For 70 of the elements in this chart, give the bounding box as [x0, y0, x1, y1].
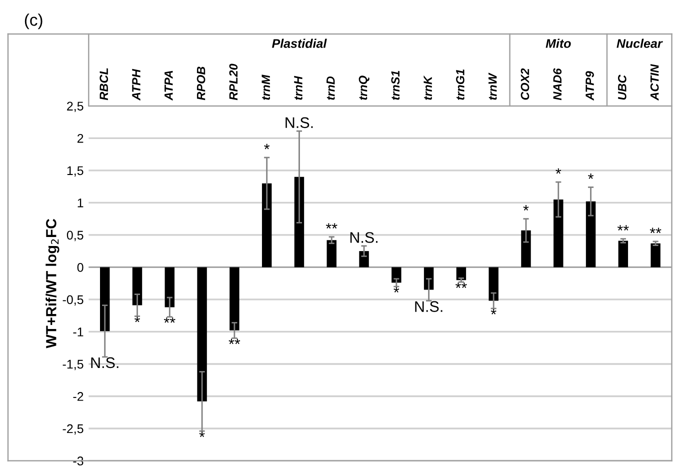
x-tick-label: trnW	[488, 72, 497, 100]
annotation: *	[264, 144, 270, 150]
y-tick-label: 0	[77, 263, 84, 272]
bar	[132, 267, 142, 306]
annotation: *	[490, 309, 496, 314]
bar	[618, 240, 628, 268]
annotation: N.S.	[286, 117, 313, 128]
y-tick-label: -1	[73, 328, 84, 336]
bar	[359, 251, 369, 268]
bar	[326, 240, 336, 268]
x-tick-label: COX2	[520, 68, 530, 100]
y-tick-label: 0,5	[66, 230, 84, 242]
bar	[100, 267, 110, 332]
x-tick-label: NAD6	[553, 68, 562, 100]
annotation: **	[228, 338, 240, 344]
y-tick-label: -1,5	[62, 360, 84, 370]
bar	[294, 176, 304, 268]
annotation: N.S.	[91, 357, 118, 368]
x-tick-label: ATPH	[132, 68, 140, 101]
annotation: **	[650, 228, 662, 234]
x-tick-label: trnQ	[358, 76, 370, 100]
annotation: **	[456, 282, 467, 288]
annotation: *	[394, 287, 400, 292]
y-tick-label: 2,5	[67, 102, 84, 112]
x-tick-label: trnK	[424, 75, 432, 100]
y-tick-label: 2	[77, 134, 84, 143]
annotation: N.S.	[350, 232, 378, 243]
bar	[650, 243, 660, 268]
y-tick-label: -0,5	[62, 295, 84, 306]
x-tick-label: trnH	[294, 76, 302, 100]
bar	[392, 267, 402, 283]
y-axis-title: WT+Rif/WT log$_{2}$FC	[46, 218, 60, 348]
x-tick-label: UBC	[618, 74, 626, 100]
annotation: **	[326, 223, 338, 229]
annotation: *	[199, 432, 205, 437]
y-tick-label: -3	[73, 456, 84, 466]
x-tick-label: RPL20	[229, 64, 238, 100]
x-tick-label: trnD	[326, 76, 335, 100]
bar	[586, 201, 596, 268]
y-tick-label: 1	[78, 198, 84, 208]
x-tick-label: trnS1	[391, 70, 400, 100]
annotation: N.S.	[415, 301, 442, 312]
x-tick-label: ACTIN	[650, 64, 659, 101]
x-tick-label: ATPA	[164, 70, 173, 101]
x-tick-label: RPOB	[196, 66, 206, 100]
bar	[164, 267, 175, 308]
text: Plastidial	[272, 38, 327, 48]
bar	[554, 199, 564, 268]
y-tick-label: -2	[73, 392, 84, 401]
bar	[456, 267, 466, 280]
text: Mito	[546, 38, 571, 48]
bar	[230, 267, 240, 330]
annotation: *	[556, 168, 562, 174]
bar	[521, 230, 531, 268]
bar	[488, 267, 498, 301]
y-tick-label: 1,5	[67, 166, 84, 177]
bar	[262, 183, 272, 268]
text: (c)	[24, 14, 42, 30]
x-tick-label: RBCL	[100, 68, 108, 100]
text: Nuclear	[616, 38, 663, 48]
annotation: *	[134, 316, 140, 322]
annotation: *	[523, 205, 529, 211]
annotation: **	[164, 317, 176, 323]
bar	[197, 267, 207, 402]
x-tick-label: trnM	[262, 74, 270, 100]
x-tick-label: ATP9	[586, 71, 594, 101]
x-tick-label: trnG1	[456, 70, 464, 100]
annotation: *	[588, 174, 594, 179]
annotation: **	[617, 225, 629, 231]
y-tick-label: -2,5	[62, 424, 84, 435]
